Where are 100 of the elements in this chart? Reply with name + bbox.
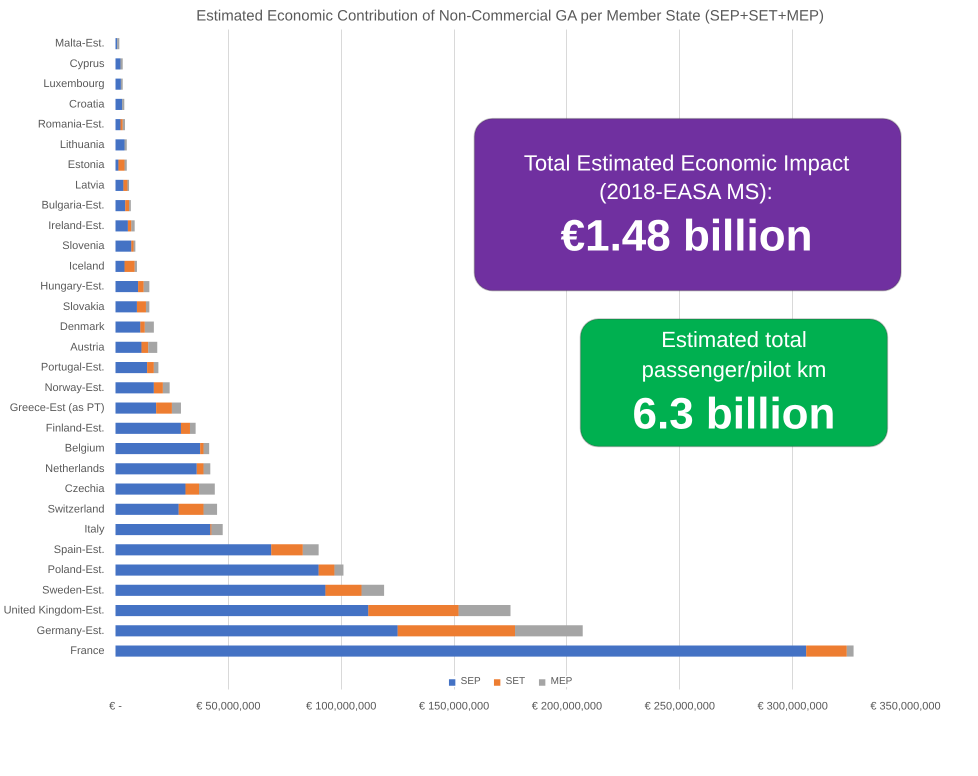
annotation: (2018-EASA MS): — [599, 178, 773, 204]
bar — [116, 443, 200, 454]
x-tick-label: € 100,000,000 — [306, 700, 376, 712]
bar — [141, 342, 148, 353]
x-tick-label: € 300,000,000 — [757, 700, 828, 712]
x-tick-label: € 50,000,000 — [196, 700, 260, 712]
bar — [116, 484, 186, 495]
bar — [204, 443, 210, 454]
bar — [144, 281, 150, 292]
y-tick-label: Hungary-Est. — [40, 280, 105, 293]
y-tick-label: Italy — [84, 524, 105, 536]
y-tick-label: Ireland-Est. — [48, 220, 105, 232]
bar — [116, 139, 125, 150]
bar — [302, 544, 319, 556]
bar — [515, 625, 583, 636]
bar — [325, 584, 362, 596]
bar — [116, 119, 120, 130]
bar — [362, 584, 384, 596]
bar — [146, 301, 150, 312]
y-tick-label: Netherlands — [45, 462, 105, 475]
annotation: Estimated total — [661, 326, 807, 352]
bar — [116, 220, 128, 232]
bar — [199, 484, 215, 495]
y-tick-label: France — [70, 645, 105, 658]
bar — [116, 281, 138, 292]
y-tick-label: Romania-Est. — [38, 118, 105, 131]
bar — [128, 220, 132, 232]
y-tick-label: Finland-Est. — [46, 422, 105, 434]
bar — [116, 180, 124, 191]
bar — [116, 382, 154, 394]
bar — [116, 322, 140, 333]
bar — [172, 402, 181, 414]
y-tick-label: Sweden-Est. — [42, 584, 105, 596]
bar — [156, 402, 172, 414]
bar — [116, 58, 120, 70]
y-tick-label: Switzerland — [48, 503, 104, 516]
y-tick-label: Iceland — [69, 260, 105, 272]
legend-label: MEP — [550, 676, 572, 687]
bar — [116, 564, 319, 576]
bar — [116, 402, 156, 414]
annotation: €1.48 billion — [560, 212, 812, 261]
bar — [185, 484, 200, 495]
bar — [116, 422, 181, 434]
annotation: Total Estimated Economic Impact — [524, 150, 850, 176]
bar — [116, 604, 368, 616]
bar — [148, 342, 158, 353]
bar — [190, 422, 196, 434]
annotation: 6.3 billion — [632, 390, 836, 439]
bar — [334, 564, 344, 576]
bar — [116, 260, 125, 272]
bar — [116, 463, 197, 474]
bar — [398, 625, 516, 636]
bar — [116, 625, 398, 636]
y-tick-label: Denmark — [60, 321, 105, 334]
x-tick-label: € 150,000,000 — [418, 700, 490, 712]
y-tick-label: Norway-Est. — [44, 382, 105, 394]
y-tick-label: Latvia — [75, 179, 106, 192]
bar — [116, 78, 121, 90]
x-tick-label: € 250,000,000 — [644, 700, 715, 712]
y-tick-label: Malta-Est. — [54, 38, 105, 50]
y-tick-label: Slovakia — [62, 300, 106, 313]
bar — [144, 322, 154, 333]
legend-label: SET — [506, 676, 526, 687]
y-tick-label: Croatia — [69, 98, 106, 110]
bar — [204, 504, 218, 515]
bar — [196, 463, 204, 474]
bar — [154, 362, 158, 374]
bar — [211, 524, 223, 536]
y-tick-label: Spain-Est. — [54, 544, 105, 556]
y-tick-label: Luxembourg — [43, 78, 105, 90]
x-tick-label: € - — [109, 700, 122, 712]
bar — [116, 240, 132, 252]
y-tick-label: Slovenia — [62, 240, 106, 252]
bar — [204, 463, 210, 474]
chart-title: Estimated Economic Contribution of Non-Commercial GA per Member State (SEP+SET+MEP) — [196, 8, 824, 24]
y-tick-label: Estonia — [68, 159, 106, 172]
bar — [116, 584, 326, 596]
annotation: passenger/pilot km — [642, 357, 826, 382]
bar — [118, 160, 125, 171]
y-tick-label: Poland-Est. — [48, 564, 105, 576]
y-tick-label: Portugal-Est. — [40, 362, 105, 374]
bar — [806, 645, 847, 657]
bar — [271, 544, 303, 556]
x-tick-label: € 200,000,000 — [532, 700, 602, 712]
x-tick-label: € 350,000,000 — [870, 700, 941, 712]
bar — [116, 645, 806, 657]
bar — [123, 180, 128, 191]
bar — [116, 544, 272, 556]
bar — [116, 98, 122, 110]
bar — [116, 200, 126, 212]
bar — [116, 524, 210, 536]
y-tick-label: Greece-Est (as PT) — [10, 402, 105, 414]
y-tick-label: United Kingdom-Est. — [4, 604, 105, 617]
bar — [116, 301, 137, 312]
y-tick-label: Austria — [70, 341, 106, 354]
bar — [138, 281, 144, 292]
bar — [154, 382, 163, 394]
bar — [116, 342, 142, 353]
bar — [147, 362, 154, 374]
bar — [162, 382, 170, 394]
